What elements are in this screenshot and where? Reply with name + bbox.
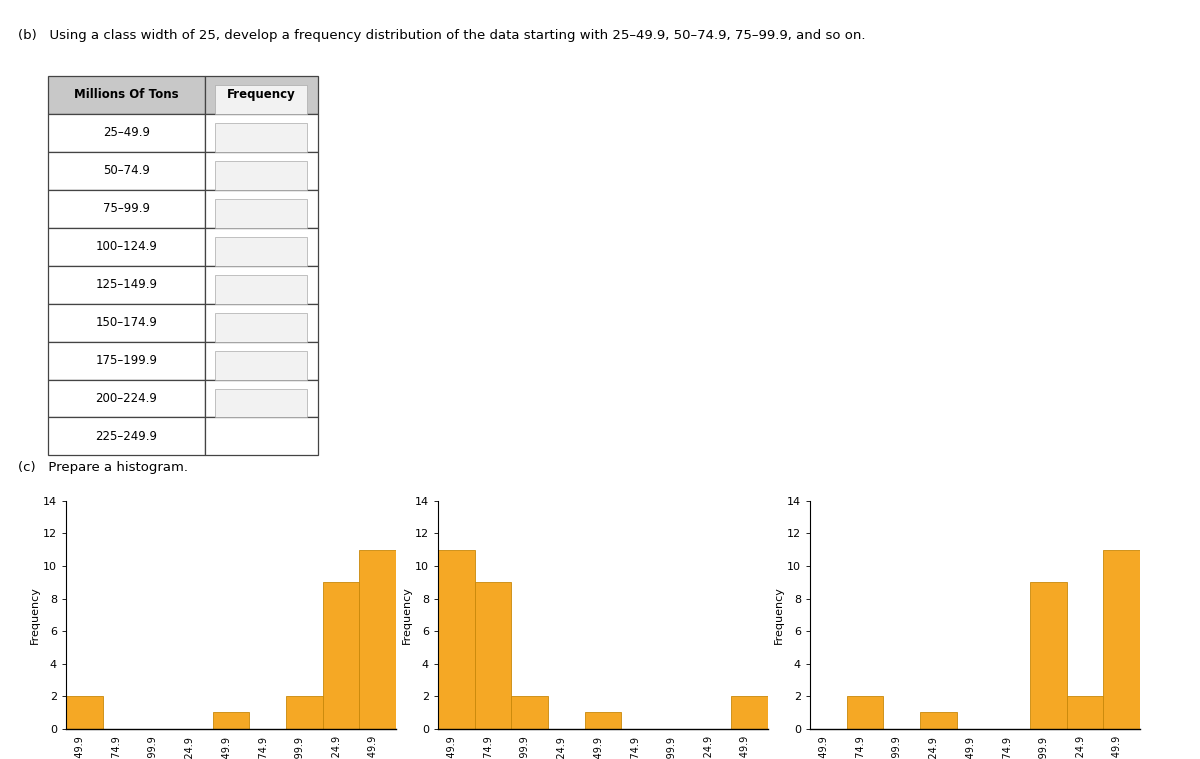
Text: 225–249.9: 225–249.9 xyxy=(95,430,157,443)
Bar xyxy=(216,237,307,266)
Bar xyxy=(48,76,204,114)
Bar xyxy=(204,228,318,266)
Text: 100–124.9: 100–124.9 xyxy=(95,240,157,254)
Text: 25–49.9: 25–49.9 xyxy=(103,126,150,140)
Bar xyxy=(216,276,307,304)
Text: Frequency: Frequency xyxy=(227,88,295,102)
Bar xyxy=(204,342,318,380)
Bar xyxy=(48,152,204,190)
Text: Millions Of Tons: Millions Of Tons xyxy=(74,88,179,102)
Bar xyxy=(204,114,318,152)
Y-axis label: Frequency: Frequency xyxy=(402,586,412,644)
Text: 125–149.9: 125–149.9 xyxy=(95,278,157,291)
Bar xyxy=(48,266,204,304)
Bar xyxy=(475,582,511,729)
Y-axis label: Frequency: Frequency xyxy=(774,586,784,644)
Bar xyxy=(511,696,548,729)
Text: 175–199.9: 175–199.9 xyxy=(95,354,157,367)
Bar xyxy=(48,342,204,380)
Bar xyxy=(204,190,318,228)
Bar xyxy=(48,417,204,455)
Text: 200–224.9: 200–224.9 xyxy=(95,392,157,405)
Bar xyxy=(204,266,318,304)
Y-axis label: Frequency: Frequency xyxy=(30,586,40,644)
Bar xyxy=(216,85,307,114)
Bar xyxy=(216,389,307,417)
Bar xyxy=(48,380,204,417)
Bar xyxy=(216,162,307,190)
Bar xyxy=(212,713,250,729)
Bar xyxy=(731,696,768,729)
Text: 75–99.9: 75–99.9 xyxy=(103,202,150,216)
Bar xyxy=(48,114,204,152)
Bar xyxy=(438,550,475,729)
Bar xyxy=(847,696,883,729)
Bar xyxy=(359,550,396,729)
Bar xyxy=(286,696,323,729)
Bar xyxy=(216,313,307,342)
Bar xyxy=(48,228,204,266)
Bar xyxy=(48,304,204,342)
Bar xyxy=(204,76,318,114)
Bar xyxy=(216,123,307,152)
Bar xyxy=(584,713,622,729)
Text: 50–74.9: 50–74.9 xyxy=(103,164,150,178)
Bar xyxy=(204,417,318,455)
Bar xyxy=(216,200,307,228)
Bar xyxy=(204,304,318,342)
Bar xyxy=(1030,582,1067,729)
Bar xyxy=(920,713,956,729)
Text: 150–174.9: 150–174.9 xyxy=(95,316,157,329)
Text: (b)   Using a class width of 25, develop a frequency distribution of the data st: (b) Using a class width of 25, develop a… xyxy=(18,29,865,42)
Bar xyxy=(323,582,359,729)
Bar xyxy=(204,380,318,417)
Bar xyxy=(66,696,103,729)
Bar xyxy=(204,152,318,190)
Bar xyxy=(1103,550,1140,729)
Bar xyxy=(216,351,307,380)
Bar xyxy=(48,190,204,228)
Bar xyxy=(1067,696,1103,729)
Text: (c)   Prepare a histogram.: (c) Prepare a histogram. xyxy=(18,461,188,474)
